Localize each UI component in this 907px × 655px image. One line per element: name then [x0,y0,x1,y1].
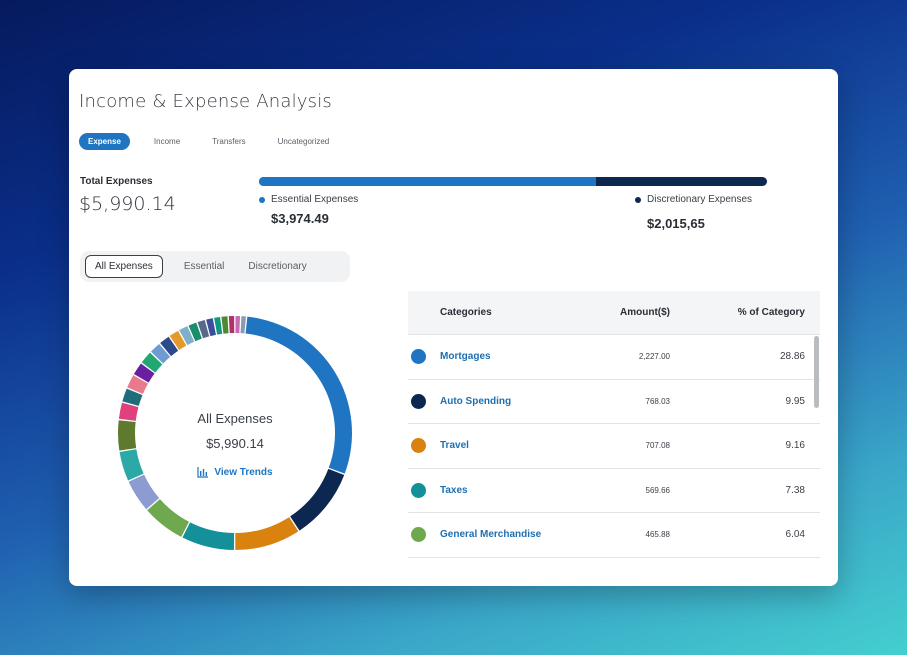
category-color-dot [411,482,426,498]
essential-dot-icon [259,196,265,203]
donut-slice-22[interactable] [228,316,235,334]
donut-slice-24[interactable] [240,316,246,334]
row-category-label[interactable]: Travel [440,440,469,452]
donut-slice-2[interactable] [235,517,299,550]
segment-essential[interactable]: Essential [183,261,225,272]
category-color-dot [411,349,426,365]
expense-donut-chart [118,316,352,550]
donut-slice-7[interactable] [118,420,137,451]
type-tabs: Expense Income Transfers Uncategorized [79,133,361,150]
category-color-dot [411,393,426,409]
donut-slice-15[interactable] [169,330,187,351]
discretionary-dot-icon [635,196,641,203]
table-row[interactable]: Mortgages 2,227.00 28.86 [408,335,820,380]
row-category-label[interactable]: Taxes [440,484,468,496]
segment-all-expenses[interactable]: All Expenses [85,255,163,278]
tab-transfers[interactable]: Transfers [212,137,246,146]
donut-slice-21[interactable] [221,316,229,334]
donut-slice-11[interactable] [133,363,155,383]
donut-slice-10[interactable] [127,375,149,394]
tab-uncategorized[interactable]: Uncategorized [277,137,330,146]
row-category-label[interactable]: Mortgages [440,351,491,363]
discretionary-label: Discretionary Expenses [647,194,753,205]
row-category-label[interactable]: Auto Spending [440,395,512,407]
tab-income[interactable]: Income [153,137,181,146]
donut-slice-6[interactable] [119,449,144,481]
view-trends-link[interactable]: View Trends [117,466,353,478]
discretionary-value: $2,015,65 [647,216,705,231]
essential-legend: Essential Expenses [259,194,358,205]
essential-bar-fill [259,177,597,186]
header-amount: Amount($) [620,307,670,318]
category-table: Categories Amount($) % of Category Mortg… [408,291,820,558]
header-categories: Categories [440,307,492,318]
donut-center-label: All Expenses [197,411,273,426]
row-category: General Merchandise [408,527,608,543]
table-row[interactable]: Travel 707.08 9.16 [408,424,820,469]
row-amount: 569.66 [645,485,670,495]
donut-slice-19[interactable] [206,318,216,337]
tab-expense[interactable]: Expense [79,133,130,150]
essential-value: $3,974.49 [271,211,329,226]
row-percent: 6.04 [785,529,805,541]
table-row[interactable]: Auto Spending 768.03 9.95 [408,380,820,424]
row-category: Travel [408,438,608,454]
row-percent: 9.95 [785,395,805,407]
donut-slice-20[interactable] [214,316,223,335]
category-color-dot [411,527,426,543]
row-percent: 28.86 [779,351,805,363]
donut-slice-18[interactable] [197,319,210,339]
donut-slice-8[interactable] [118,402,139,421]
table-scrollbar[interactable] [814,336,819,408]
donut-slice-17[interactable] [188,322,202,342]
table-row[interactable]: General Merchandise 465.88 6.04 [408,513,820,558]
donut-slice-23[interactable] [235,316,241,334]
category-color-dot [411,438,426,454]
total-expenses-label: Total Expenses [80,176,153,187]
row-amount: 465.88 [645,530,670,540]
row-category: Taxes [408,482,608,498]
view-trends-label: View Trends [214,466,273,478]
donut-slice-12[interactable] [141,352,163,373]
row-amount: 707.08 [645,441,670,451]
donut-slice-4[interactable] [147,499,190,537]
segment-discretionary[interactable]: Discretionary [248,261,307,272]
analysis-card: Income & Expense Analysis Expense Income… [69,69,838,586]
donut-center: All Expenses $5,990.14 View Trends [117,315,353,551]
donut-slice-13[interactable] [150,343,171,364]
discretionary-legend: Discretionary Expenses [635,194,752,205]
total-expenses-value: $5,990.14 [79,193,176,215]
table-row[interactable]: Taxes 569.66 7.38 [408,469,820,513]
donut-slice-1[interactable] [290,468,345,531]
page-title: Income & Expense Analysis [79,91,332,112]
donut-slice-16[interactable] [179,326,195,346]
essential-label: Essential Expenses [271,194,359,205]
donut-slice-14[interactable] [160,336,179,357]
bar-chart-icon [197,467,209,478]
donut-slice-0[interactable] [245,316,352,474]
row-amount: 768.03 [645,396,670,406]
row-category-label[interactable]: General Merchandise [440,529,542,541]
essential-discretionary-bar [259,177,767,186]
header-percent: % of Category [737,307,805,318]
expense-filter-segment: All Expenses Essential Discretionary [80,251,350,282]
row-category: Auto Spending [408,393,608,409]
donut-slice-3[interactable] [182,522,235,550]
donut-slice-5[interactable] [128,474,160,510]
row-category: Mortgages [408,349,608,365]
donut-slice-9[interactable] [122,388,143,406]
row-percent: 7.38 [785,484,805,496]
row-amount: 2,227.00 [638,352,670,362]
donut-center-value: $5,990.14 [206,436,264,451]
table-header: Categories Amount($) % of Category [408,291,820,335]
row-percent: 9.16 [785,440,805,452]
